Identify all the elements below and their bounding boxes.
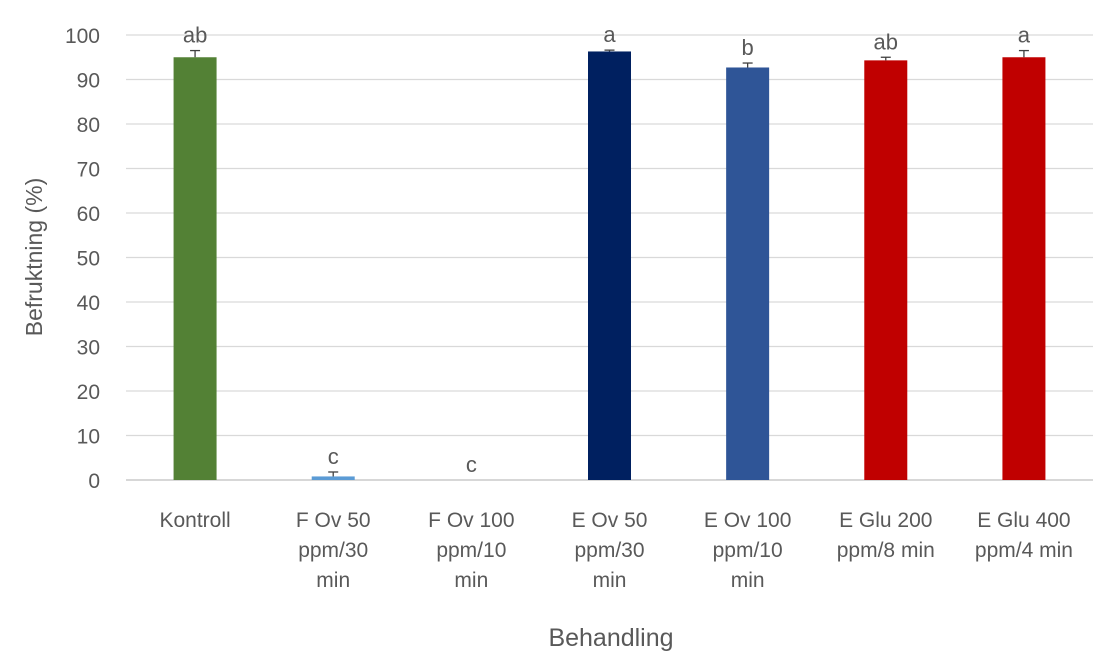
bar (588, 51, 631, 481)
significance-letters: abc cab ab a (183, 22, 1031, 477)
y-tick-label: 20 (77, 381, 100, 404)
y-tick-label: 30 (77, 337, 100, 360)
significance-letter: a (1018, 23, 1031, 48)
error-bar (1018, 49, 1029, 58)
y-tick-label: 60 (77, 203, 100, 226)
significance-letter: c (466, 452, 477, 477)
bar (726, 67, 770, 481)
x-tick-label: E Glu 400 ppm/4 min (975, 509, 1073, 562)
bar (173, 57, 217, 480)
x-tick-label: E Ov 100 ppm/10 min (704, 509, 792, 592)
error-bar (604, 49, 615, 52)
significance-letter: c (328, 444, 339, 469)
error-bar (190, 49, 201, 58)
y-tick-label: 50 (77, 248, 100, 271)
error-bar (328, 471, 339, 477)
error-bar (742, 62, 753, 68)
bars (173, 51, 1046, 481)
x-tick-label: F Ov 50 ppm/30 min (296, 509, 371, 592)
y-tick-label: 0 (88, 470, 100, 493)
y-tick-label: 40 (77, 292, 100, 315)
y-tick-label: 70 (77, 159, 100, 182)
x-tick-label: Kontroll (159, 509, 230, 532)
x-axis-label: Behandling (548, 624, 673, 652)
x-tick-labels: Kontroll F Ov 50 ppm/30 min F Ov 100 ppm/10 mi… (159, 509, 1072, 592)
y-tick-label: 90 (77, 70, 100, 93)
significance-letter: b (742, 35, 754, 60)
significance-letter: ab (183, 23, 207, 48)
x-tick-label: F Ov 100 ppm/10 min (428, 509, 514, 592)
y-tick-label: 100 (65, 25, 100, 48)
y-axis-label: Befruktning (%) (21, 178, 47, 337)
bar (311, 476, 355, 480)
bar (864, 60, 908, 481)
y-tick-labels: 0 10 20 30 40 50 60 70 80 90 100 (65, 25, 100, 493)
y-tick-label: 10 (77, 426, 100, 449)
y-tick-label: 80 (77, 114, 100, 137)
x-tick-label: E Glu 200 ppm/8 min (837, 509, 935, 562)
x-tick-label: E Ov 50 ppm/30 min (572, 509, 648, 592)
error-bars (190, 49, 1029, 477)
bar (1002, 57, 1046, 480)
significance-letter: a (603, 22, 616, 47)
significance-letter: ab (874, 29, 898, 54)
error-bar (880, 56, 891, 61)
